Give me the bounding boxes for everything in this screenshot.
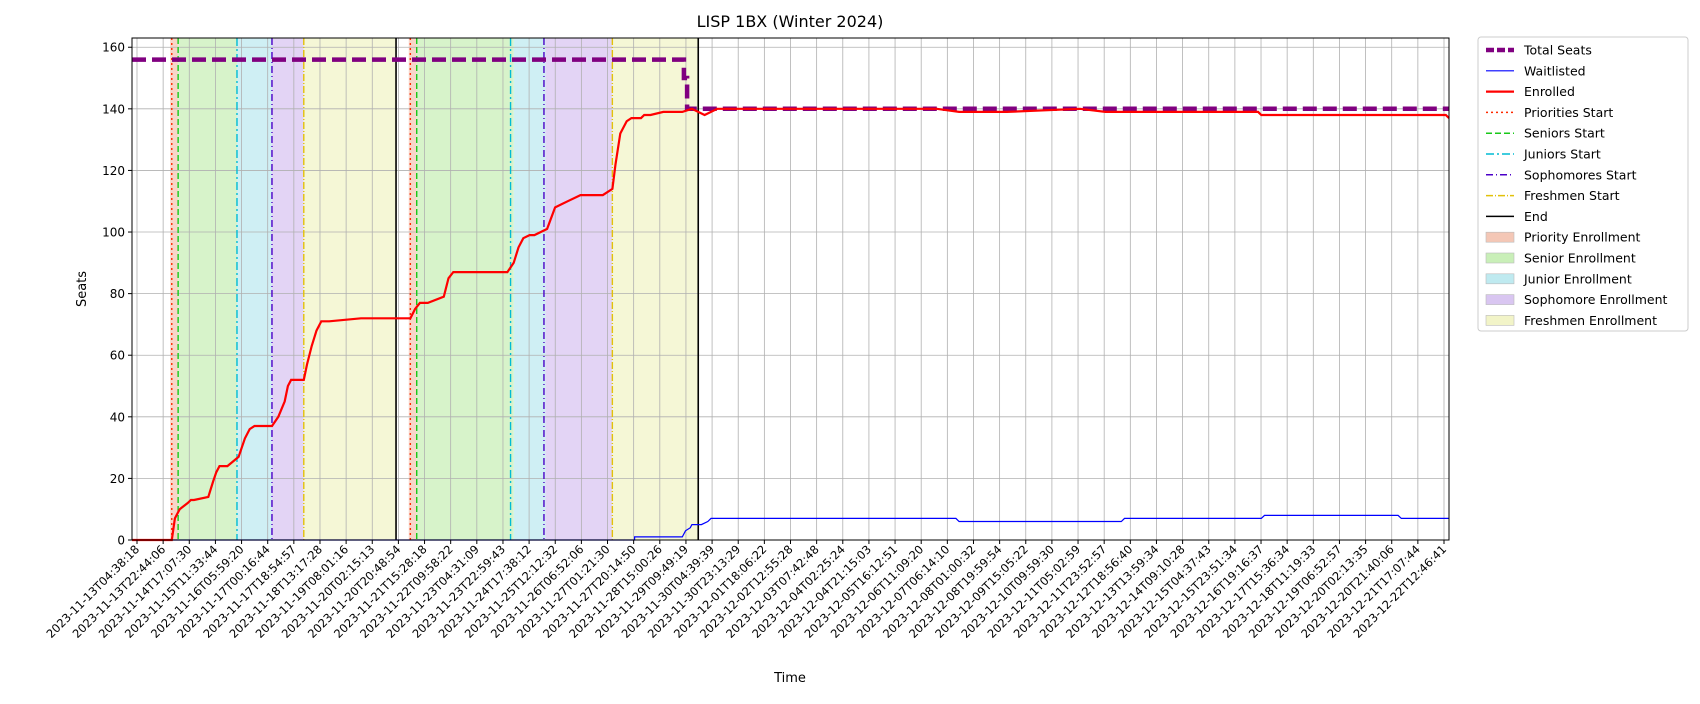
chart-title: LISP 1BX (Winter 2024)	[697, 12, 884, 31]
y-tick-label: 20	[110, 472, 125, 486]
legend-label: Waitlisted	[1524, 63, 1586, 78]
shaded-region	[236, 38, 272, 540]
shaded-region	[303, 38, 397, 540]
y-tick-label: 0	[117, 534, 125, 548]
legend-label: Priority Enrollment	[1524, 230, 1641, 245]
series-line	[132, 514, 1449, 541]
y-tick-label: 100	[102, 226, 125, 240]
legend-label: Freshmen Start	[1524, 188, 1620, 203]
legend-swatch	[1485, 315, 1515, 326]
legend-label: Freshmen Enrollment	[1524, 313, 1657, 328]
legend-swatch	[1485, 273, 1515, 285]
shaded-region	[513, 38, 546, 540]
legend: Total Seats Waitlisted Enrolled Priorities …	[1477, 36, 1689, 332]
y-tick-label: 80	[110, 287, 125, 301]
shaded-region	[178, 38, 237, 540]
legend-label: Juniors Start	[1523, 147, 1601, 162]
legend-label: Priorities Start	[1524, 105, 1613, 120]
y-axis-label: Seats	[75, 271, 90, 307]
legend-label: End	[1524, 209, 1548, 224]
legend-label: Seniors Start	[1524, 126, 1605, 141]
shaded-region	[545, 38, 613, 540]
y-tick-label: 140	[102, 102, 125, 116]
legend-swatch	[1485, 252, 1515, 264]
legend-label: Sophomore Enrollment	[1524, 292, 1668, 307]
legend-swatch	[1485, 294, 1515, 305]
shaded-region	[408, 38, 417, 540]
legend-label: Total Seats	[1523, 43, 1592, 58]
x-axis-label: Time	[773, 671, 806, 686]
shaded-region	[170, 38, 179, 540]
y-tick-label: 60	[110, 349, 125, 363]
series-line	[132, 107, 1450, 542]
legend-label: Sophomores Start	[1524, 167, 1637, 182]
y-tick-label: 40	[110, 410, 125, 424]
legend-box	[1477, 36, 1689, 332]
legend-swatch	[1485, 231, 1515, 243]
shaded-region	[271, 38, 304, 540]
legend-label: Junior Enrollment	[1523, 271, 1632, 286]
legend-label: Senior Enrollment	[1524, 251, 1636, 266]
plot-area: 0204060801001201401602023-11-13T04:38:18…	[43, 37, 1450, 641]
legend-label: Enrolled	[1524, 84, 1575, 99]
shaded-region	[416, 38, 514, 540]
y-tick-label: 160	[102, 41, 125, 55]
y-tick-label: 120	[102, 164, 125, 178]
